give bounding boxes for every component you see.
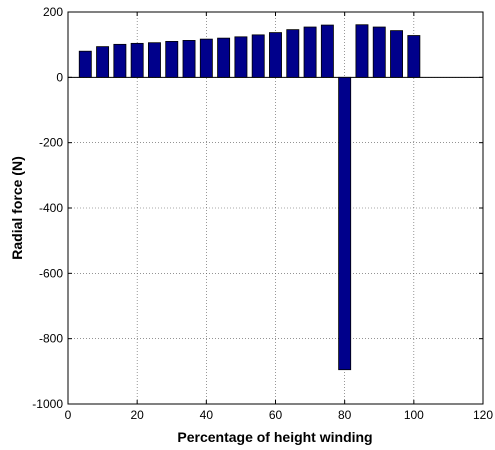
y-tick-label: -1000 bbox=[32, 397, 63, 411]
bar bbox=[251, 34, 265, 78]
y-tick-label: -800 bbox=[39, 332, 63, 346]
y-tick-label: 200 bbox=[43, 5, 63, 19]
x-tick-label: 80 bbox=[338, 408, 352, 422]
y-axis-ticks: 200 0 -200 -400 -600 -800 -1000 bbox=[32, 5, 483, 411]
x-tick-label: 20 bbox=[130, 408, 144, 422]
bar bbox=[320, 24, 334, 78]
x-tick-label: 40 bbox=[200, 408, 214, 422]
x-tick-label: 100 bbox=[404, 408, 424, 422]
bar bbox=[130, 42, 144, 78]
y-tick-label: -200 bbox=[39, 136, 63, 150]
y-tick-label: -600 bbox=[39, 266, 63, 280]
bar bbox=[165, 41, 179, 78]
bar bbox=[148, 42, 161, 78]
y-axis-label: Radial force (N) bbox=[9, 156, 25, 259]
y-tick-label: 0 bbox=[56, 70, 63, 84]
bar bbox=[182, 40, 196, 78]
bars bbox=[68, 24, 483, 371]
bar bbox=[96, 46, 110, 78]
bar bbox=[234, 36, 248, 78]
bar bbox=[199, 38, 213, 78]
x-tick-label: 120 bbox=[473, 408, 493, 422]
bar bbox=[286, 29, 300, 78]
x-tick-label: 0 bbox=[65, 408, 72, 422]
x-axis-label: Percentage of height winding bbox=[177, 429, 372, 445]
bar bbox=[407, 35, 421, 78]
bar bbox=[217, 37, 231, 78]
x-axis-ticks: 0 20 40 60 80 100 120 bbox=[65, 12, 493, 422]
bar bbox=[303, 26, 317, 78]
bar bbox=[269, 32, 282, 78]
bar bbox=[390, 30, 403, 78]
bar bbox=[355, 24, 369, 78]
bar bbox=[78, 50, 92, 78]
bar bbox=[113, 43, 127, 78]
x-tick-label: 60 bbox=[269, 408, 283, 422]
bar bbox=[372, 26, 386, 78]
y-tick-label: -400 bbox=[39, 201, 63, 215]
bar bbox=[338, 76, 352, 371]
